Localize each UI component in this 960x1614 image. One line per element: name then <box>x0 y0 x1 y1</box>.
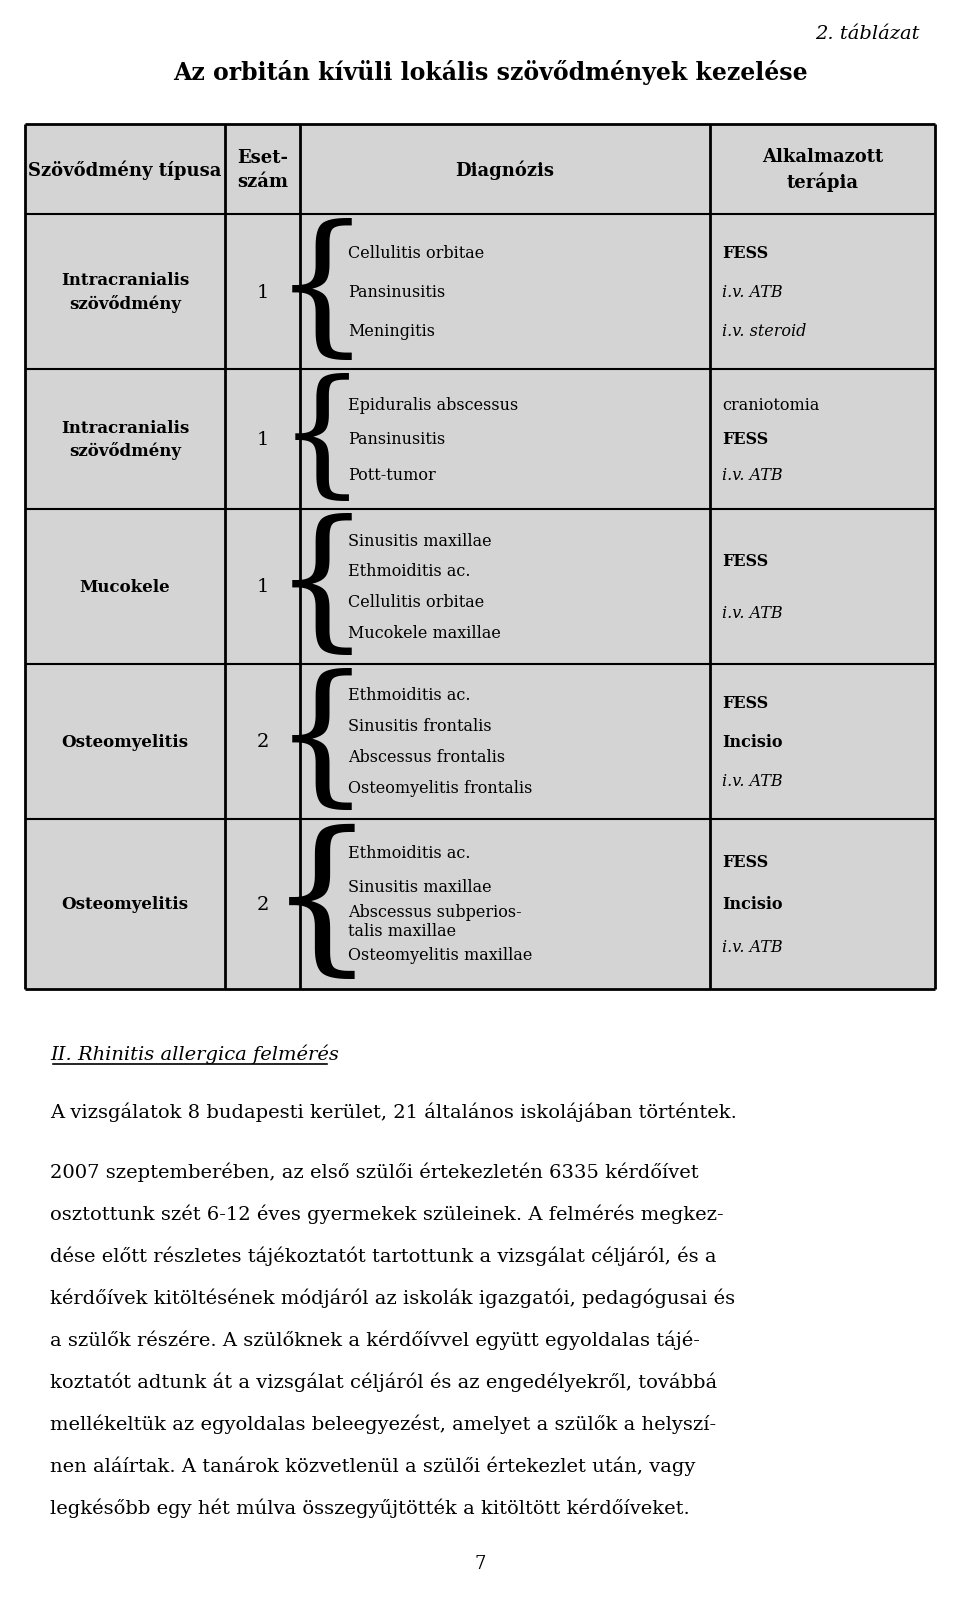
Text: a szülők részére. A szülőknek a kérdőívvel együtt egyoldalas tájé-: a szülők részére. A szülőknek a kérdőívv… <box>50 1330 700 1349</box>
Text: i.v. steroid: i.v. steroid <box>722 323 806 339</box>
Text: Incisio: Incisio <box>722 733 782 751</box>
Text: Abscessus subperios-
talis maxillae: Abscessus subperios- talis maxillae <box>348 904 521 939</box>
Text: Cellulitis orbitae: Cellulitis orbitae <box>348 245 484 261</box>
Text: Epiduralis abscessus: Epiduralis abscessus <box>348 397 518 413</box>
Text: Pansinusitis: Pansinusitis <box>348 284 445 300</box>
Text: {: { <box>273 668 371 817</box>
Text: Pott-tumor: Pott-tumor <box>348 466 436 483</box>
Text: dése előtt részletes tájékoztatót tartottunk a vizsgálat céljáról, és a: dése előtt részletes tájékoztatót tartot… <box>50 1246 716 1265</box>
Text: Mucokele: Mucokele <box>80 579 170 596</box>
Text: 2007 szeptemberében, az első szülői értekezletén 6335 kérdőívet: 2007 szeptemberében, az első szülői érte… <box>50 1162 699 1181</box>
Text: FESS: FESS <box>722 854 768 870</box>
Text: Cellulitis orbitae: Cellulitis orbitae <box>348 594 484 612</box>
Text: Alkalmazott
terápia: Alkalmazott terápia <box>762 148 883 192</box>
Text: kérdőívek kitöltésének módjáról az iskolák igazgatói, pedagógusai és: kérdőívek kitöltésének módjáról az iskol… <box>50 1288 735 1307</box>
Text: 2: 2 <box>256 733 269 751</box>
Text: FESS: FESS <box>722 554 768 570</box>
Text: FESS: FESS <box>722 431 768 449</box>
Text: Ethmoiditis ac.: Ethmoiditis ac. <box>348 563 470 579</box>
Bar <box>25 124 935 989</box>
Text: i.v. ATB: i.v. ATB <box>722 771 782 789</box>
Text: {: { <box>268 823 376 986</box>
Text: Sinusitis maxillae: Sinusitis maxillae <box>348 533 492 549</box>
Text: Sinusitis frontalis: Sinusitis frontalis <box>348 718 492 734</box>
Text: Eset-
szám: Eset- szám <box>237 148 288 190</box>
Text: koztatót adtunk át a vizsgálat céljáról és az engedélyekről, továbbá: koztatót adtunk át a vizsgálat céljáról … <box>50 1372 717 1391</box>
Text: {: { <box>277 373 366 507</box>
Text: Osteomyelitis maxillae: Osteomyelitis maxillae <box>348 947 533 964</box>
Text: Incisio: Incisio <box>722 896 782 914</box>
Text: mellékeltük az egyoldalas beleegyezést, amelyet a szülők a helyszí-: mellékeltük az egyoldalas beleegyezést, … <box>50 1414 716 1433</box>
Text: 2. táblázat: 2. táblázat <box>815 24 920 44</box>
Text: FESS: FESS <box>722 245 768 261</box>
Text: Sinusitis maxillae: Sinusitis maxillae <box>348 880 492 896</box>
Text: Intracranialis
szövődmény: Intracranialis szövődmény <box>60 420 189 460</box>
Text: legkésőbb egy hét múlva összegyűjtötték a kitöltött kérdőíveket.: legkésőbb egy hét múlva összegyűjtötték … <box>50 1498 689 1517</box>
Text: Diagnózis: Diagnózis <box>455 160 555 179</box>
Text: 2: 2 <box>256 896 269 914</box>
Text: craniotomia: craniotomia <box>722 397 820 413</box>
Text: Az orbitán kívüli lokális szövődmények kezelése: Az orbitán kívüli lokális szövődmények k… <box>173 60 807 86</box>
Text: {: { <box>273 218 371 366</box>
Text: Osteomyelitis: Osteomyelitis <box>61 896 188 914</box>
Text: Abscessus frontalis: Abscessus frontalis <box>348 749 505 767</box>
Text: i.v. ATB: i.v. ATB <box>722 466 782 483</box>
Text: Pansinusitis: Pansinusitis <box>348 431 445 449</box>
Text: Osteomyelitis: Osteomyelitis <box>61 733 188 751</box>
Text: 1: 1 <box>256 431 269 449</box>
Text: 1: 1 <box>256 578 269 596</box>
Text: nen aláírtak. A tanárok közvetlenül a szülői értekezlet után, vagy: nen aláírtak. A tanárok közvetlenül a sz… <box>50 1456 695 1475</box>
Text: Szövődmény típusa: Szövődmény típusa <box>28 160 222 179</box>
Text: 1: 1 <box>256 284 269 302</box>
Text: 7: 7 <box>474 1554 486 1572</box>
Text: i.v. ATB: i.v. ATB <box>722 284 782 300</box>
Text: FESS: FESS <box>722 694 768 712</box>
Text: II. Rhinitis allergica felmérés: II. Rhinitis allergica felmérés <box>50 1044 339 1064</box>
Text: Osteomyelitis frontalis: Osteomyelitis frontalis <box>348 780 533 797</box>
Text: Intracranialis
szövődmény: Intracranialis szövődmény <box>60 273 189 313</box>
Text: osztottunk szét 6-12 éves gyermekek szüleinek. A felmérés megkez-: osztottunk szét 6-12 éves gyermekek szül… <box>50 1204 724 1223</box>
Text: Ethmoiditis ac.: Ethmoiditis ac. <box>348 846 470 862</box>
Text: Ethmoiditis ac.: Ethmoiditis ac. <box>348 688 470 704</box>
Text: i.v. ATB: i.v. ATB <box>722 605 782 621</box>
Text: Mucokele maxillae: Mucokele maxillae <box>348 625 501 642</box>
Text: i.v. ATB: i.v. ATB <box>722 938 782 955</box>
Text: Meningitis: Meningitis <box>348 323 435 339</box>
Text: {: { <box>273 513 371 662</box>
Text: A vizsgálatok 8 budapesti kerület, 21 általános iskolájában történtek.: A vizsgálatok 8 budapesti kerület, 21 ál… <box>50 1102 737 1122</box>
